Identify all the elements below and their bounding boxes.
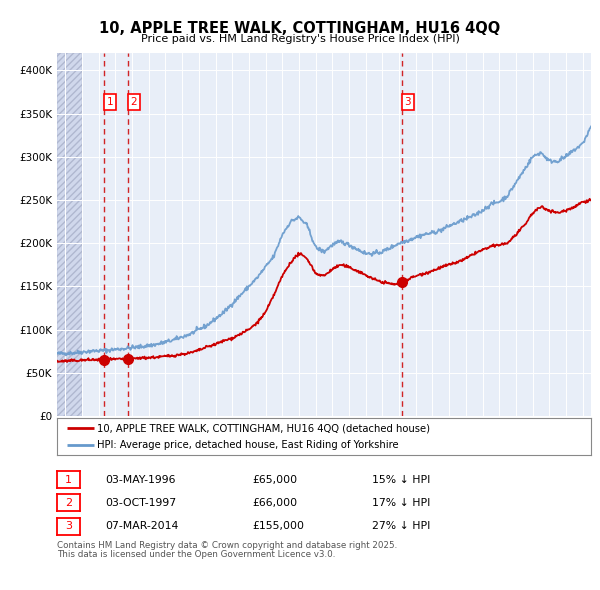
Text: 10, APPLE TREE WALK, COTTINGHAM, HU16 4QQ: 10, APPLE TREE WALK, COTTINGHAM, HU16 4Q… (100, 21, 500, 35)
Text: £155,000: £155,000 (252, 522, 304, 531)
Text: 15% ↓ HPI: 15% ↓ HPI (372, 475, 430, 484)
Text: 03-OCT-1997: 03-OCT-1997 (105, 498, 176, 507)
Text: £66,000: £66,000 (252, 498, 297, 507)
Text: 07-MAR-2014: 07-MAR-2014 (105, 522, 178, 531)
Text: 10, APPLE TREE WALK, COTTINGHAM, HU16 4QQ (detached house): 10, APPLE TREE WALK, COTTINGHAM, HU16 4Q… (97, 424, 430, 433)
Text: 2: 2 (130, 97, 137, 107)
Text: HPI: Average price, detached house, East Riding of Yorkshire: HPI: Average price, detached house, East… (97, 441, 398, 450)
Text: 1: 1 (65, 475, 72, 484)
Text: £65,000: £65,000 (252, 475, 297, 484)
Text: This data is licensed under the Open Government Licence v3.0.: This data is licensed under the Open Gov… (57, 550, 335, 559)
Text: 03-MAY-1996: 03-MAY-1996 (105, 475, 176, 484)
Text: 3: 3 (404, 97, 411, 107)
Text: Contains HM Land Registry data © Crown copyright and database right 2025.: Contains HM Land Registry data © Crown c… (57, 541, 397, 550)
Text: 27% ↓ HPI: 27% ↓ HPI (372, 522, 430, 531)
Text: 2: 2 (65, 498, 72, 507)
Text: 1: 1 (107, 97, 113, 107)
Bar (57, 53, 82, 416)
Text: 3: 3 (65, 522, 72, 531)
Text: 17% ↓ HPI: 17% ↓ HPI (372, 498, 430, 507)
Bar (57, 53, 82, 416)
Text: Price paid vs. HM Land Registry's House Price Index (HPI): Price paid vs. HM Land Registry's House … (140, 34, 460, 44)
